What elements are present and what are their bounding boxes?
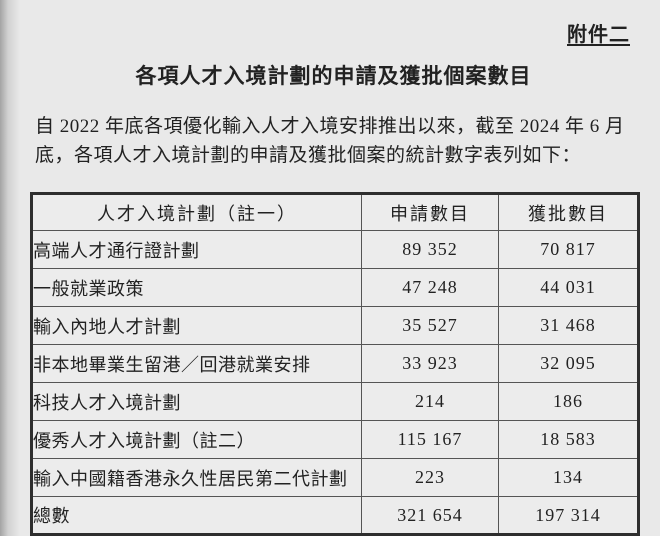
table-row: 一般就業政策 47 248 44 031 bbox=[31, 268, 639, 307]
scheme-name-cell: 一般就業政策 bbox=[31, 268, 362, 307]
scan-edge-shadow bbox=[0, 0, 22, 536]
approved-count-cell: 134 bbox=[498, 458, 639, 497]
table-row: 輸入內地人才計劃 35 527 31 468 bbox=[31, 306, 639, 345]
intro-line-2: 底，各項人才入境計劃的申請及獲批個案的統計數字表列如下： bbox=[35, 145, 582, 166]
col-header-approved: 獲批數目 bbox=[498, 193, 639, 231]
approved-count-cell: 32 095 bbox=[498, 344, 639, 383]
col-header-applications: 申請數目 bbox=[361, 193, 499, 231]
col-header-scheme: 人才入境計劃（註一） bbox=[31, 193, 362, 231]
applications-count-cell: 47 248 bbox=[361, 268, 499, 307]
schemes-table: 人才入境計劃（註一） 申請數目 獲批數目 高端人才通行證計劃 89 352 70 8… bbox=[30, 192, 640, 536]
applications-count-cell: 223 bbox=[361, 458, 499, 497]
applications-count-cell: 89 352 bbox=[361, 230, 499, 269]
approved-count-cell: 31 468 bbox=[498, 306, 639, 345]
applications-count-cell: 35 527 bbox=[361, 306, 499, 345]
approved-count-cell: 70 817 bbox=[498, 230, 639, 269]
scheme-name-cell: 優秀人才入境計劃（註二） bbox=[31, 420, 362, 459]
table-row-total: 總數 321 654 197 314 bbox=[31, 496, 639, 535]
scheme-name-cell: 總數 bbox=[31, 496, 362, 535]
table-row: 高端人才通行證計劃 89 352 70 817 bbox=[31, 230, 639, 269]
table-row: 輸入中國籍香港永久性居民第二代計劃 223 134 bbox=[31, 458, 639, 497]
applications-count-cell: 33 923 bbox=[361, 344, 499, 383]
table-row: 優秀人才入境計劃（註二） 115 167 18 583 bbox=[31, 420, 639, 459]
intro-line-1: 自 2022 年底各項優化輸入人才入境安排推出以來，截至 2024 年 6 月 bbox=[35, 116, 625, 137]
scheme-name-cell: 輸入中國籍香港永久性居民第二代計劃 bbox=[31, 458, 362, 497]
scheme-name-cell: 高端人才通行證計劃 bbox=[31, 230, 362, 269]
approved-count-cell: 18 583 bbox=[498, 420, 639, 459]
appendix-label: 附件二 bbox=[567, 24, 630, 46]
applications-count-cell: 321 654 bbox=[361, 496, 499, 535]
scheme-name-cell: 輸入內地人才計劃 bbox=[31, 306, 362, 345]
page-title: 各項人才入境計劃的申請及獲批個案數目 bbox=[135, 64, 532, 88]
applications-count-cell: 214 bbox=[361, 382, 499, 421]
table-header-row: 人才入境計劃（註一） 申請數目 獲批數目 bbox=[31, 193, 639, 231]
approved-count-cell: 197 314 bbox=[498, 496, 639, 535]
scheme-name-cell: 非本地畢業生留港／回港就業安排 bbox=[31, 344, 362, 383]
table-row: 非本地畢業生留港／回港就業安排 33 923 32 095 bbox=[31, 344, 639, 383]
applications-count-cell: 115 167 bbox=[361, 420, 499, 459]
table-row: 科技人才入境計劃 214 186 bbox=[31, 382, 639, 421]
approved-count-cell: 186 bbox=[498, 382, 639, 421]
intro-paragraph: 自 2022 年底各項優化輸入人才入境安排推出以來，截至 2024 年 6 月 … bbox=[35, 112, 627, 170]
approved-count-cell: 44 031 bbox=[498, 268, 639, 307]
scheme-name-cell: 科技人才入境計劃 bbox=[31, 382, 362, 421]
